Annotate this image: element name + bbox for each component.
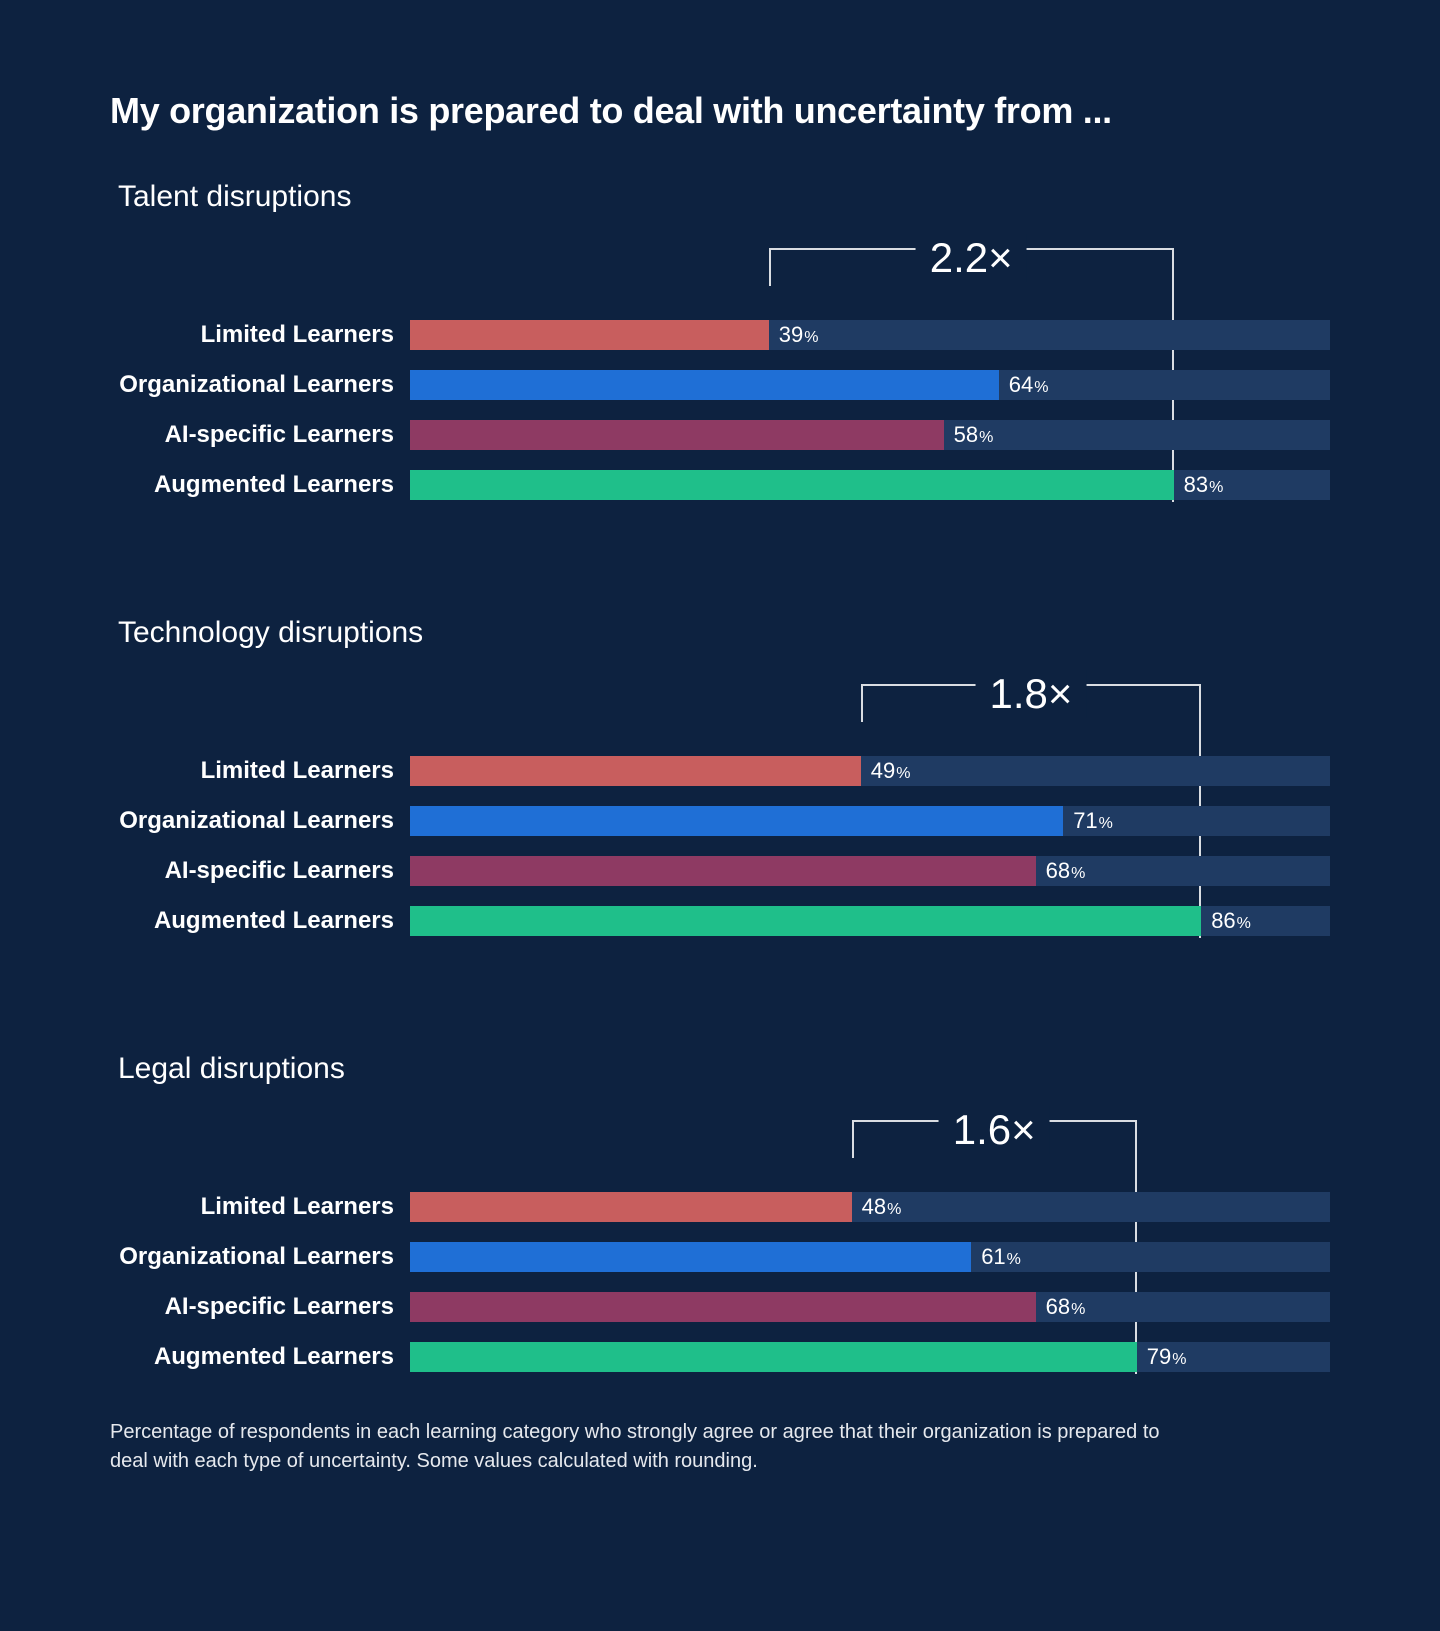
bar-track: 49%	[410, 756, 1330, 786]
bar-fill	[410, 856, 1036, 886]
bar-value: 58%	[954, 422, 994, 448]
bar-row: Limited Learners 39%	[110, 314, 1330, 356]
bar-row: Organizational Learners 61%	[110, 1236, 1330, 1278]
bar-row: Limited Learners 49%	[110, 750, 1330, 792]
multiplier-label: 1.8×	[976, 670, 1087, 718]
bar-fill	[410, 370, 999, 400]
bar-track: 83%	[410, 470, 1330, 500]
multiplier-label: 1.6×	[939, 1106, 1050, 1154]
bar-row: Organizational Learners 71%	[110, 800, 1330, 842]
bar-row: Augmented Learners 79%	[110, 1336, 1330, 1378]
multiplier-bracket: 1.8×	[410, 654, 1330, 724]
bar-track: 64%	[410, 370, 1330, 400]
bar-label: Organizational Learners	[110, 371, 410, 399]
chart-page: My organization is prepared to deal with…	[0, 0, 1440, 1556]
bar-fill	[410, 756, 861, 786]
bar-track: 79%	[410, 1342, 1330, 1372]
bar-track: 68%	[410, 1292, 1330, 1322]
bar-label: AI-specific Learners	[110, 857, 410, 885]
group-title: Technology disruptions	[118, 616, 1330, 650]
bar-label: Limited Learners	[110, 1193, 410, 1221]
bar-label: Augmented Learners	[110, 907, 410, 935]
bar-label: Limited Learners	[110, 321, 410, 349]
bar-fill	[410, 1192, 852, 1222]
bar-fill	[410, 320, 769, 350]
bar-value: 61%	[981, 1244, 1021, 1270]
bar-label: AI-specific Learners	[110, 1293, 410, 1321]
bar-value: 68%	[1046, 1294, 1086, 1320]
bar-value: 48%	[862, 1194, 902, 1220]
bar-value: 39%	[779, 322, 819, 348]
bar-value: 79%	[1147, 1344, 1187, 1370]
bar-row: Limited Learners 48%	[110, 1186, 1330, 1228]
group-title: Legal disruptions	[118, 1052, 1330, 1086]
bar-track: 86%	[410, 906, 1330, 936]
bar-row: Augmented Learners 83%	[110, 464, 1330, 506]
chart-group: Technology disruptions 1.8× Limited Learne…	[110, 616, 1330, 942]
bar-label: Augmented Learners	[110, 1343, 410, 1371]
chart-group: Talent disruptions 2.2× Limited Learners 39…	[110, 180, 1330, 506]
bar-value: 83%	[1184, 472, 1224, 498]
bar-row: Organizational Learners 64%	[110, 364, 1330, 406]
chart-group: Legal disruptions 1.6× Limited Learners 48%…	[110, 1052, 1330, 1378]
bar-track: 61%	[410, 1242, 1330, 1272]
bar-track: 68%	[410, 856, 1330, 886]
bar-fill	[410, 906, 1201, 936]
bar-fill	[410, 806, 1063, 836]
bar-fill	[410, 420, 944, 450]
bar-label: AI-specific Learners	[110, 421, 410, 449]
bar-value: 86%	[1211, 908, 1251, 934]
bar-fill	[410, 470, 1174, 500]
bar-value: 68%	[1046, 858, 1086, 884]
multiplier-bracket: 1.6×	[410, 1090, 1330, 1160]
bar-value: 49%	[871, 758, 911, 784]
bar-label: Organizational Learners	[110, 1243, 410, 1271]
bar-label: Limited Learners	[110, 757, 410, 785]
bar-value: 64%	[1009, 372, 1049, 398]
bar-track: 39%	[410, 320, 1330, 350]
bar-row: Augmented Learners 86%	[110, 900, 1330, 942]
bar-row: AI-specific Learners 58%	[110, 414, 1330, 456]
bar-value: 71%	[1073, 808, 1113, 834]
chart-title: My organization is prepared to deal with…	[110, 90, 1330, 132]
bar-row: AI-specific Learners 68%	[110, 1286, 1330, 1328]
bar-fill	[410, 1342, 1137, 1372]
bar-track: 58%	[410, 420, 1330, 450]
multiplier-label: 2.2×	[916, 234, 1027, 282]
bar-label: Organizational Learners	[110, 807, 410, 835]
bar-fill	[410, 1292, 1036, 1322]
chart-footnote: Percentage of respondents in each learni…	[110, 1418, 1190, 1476]
group-title: Talent disruptions	[118, 180, 1330, 214]
bar-track: 48%	[410, 1192, 1330, 1222]
bar-fill	[410, 1242, 971, 1272]
bar-track: 71%	[410, 806, 1330, 836]
bar-label: Augmented Learners	[110, 471, 410, 499]
multiplier-bracket: 2.2×	[410, 218, 1330, 288]
bar-row: AI-specific Learners 68%	[110, 850, 1330, 892]
